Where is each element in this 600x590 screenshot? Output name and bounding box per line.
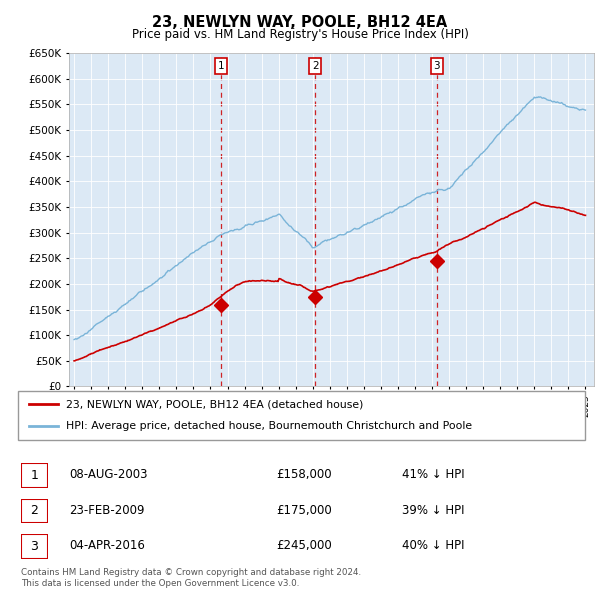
Text: £158,000: £158,000 <box>276 468 332 481</box>
Text: 1: 1 <box>217 61 224 71</box>
Text: 39% ↓ HPI: 39% ↓ HPI <box>402 504 464 517</box>
Text: £245,000: £245,000 <box>276 539 332 552</box>
Text: 3: 3 <box>31 540 38 553</box>
Text: 2: 2 <box>312 61 319 71</box>
FancyBboxPatch shape <box>18 391 585 440</box>
Text: Contains HM Land Registry data © Crown copyright and database right 2024.
This d: Contains HM Land Registry data © Crown c… <box>21 568 361 588</box>
Text: 40% ↓ HPI: 40% ↓ HPI <box>402 539 464 552</box>
Text: Price paid vs. HM Land Registry's House Price Index (HPI): Price paid vs. HM Land Registry's House … <box>131 28 469 41</box>
Text: HPI: Average price, detached house, Bournemouth Christchurch and Poole: HPI: Average price, detached house, Bour… <box>66 421 472 431</box>
Text: 23, NEWLYN WAY, POOLE, BH12 4EA (detached house): 23, NEWLYN WAY, POOLE, BH12 4EA (detache… <box>66 399 364 409</box>
FancyBboxPatch shape <box>21 499 48 523</box>
Text: 04-APR-2016: 04-APR-2016 <box>69 539 145 552</box>
Text: 3: 3 <box>434 61 440 71</box>
Text: 2: 2 <box>31 504 38 517</box>
Text: 08-AUG-2003: 08-AUG-2003 <box>69 468 148 481</box>
Text: 41% ↓ HPI: 41% ↓ HPI <box>402 468 464 481</box>
FancyBboxPatch shape <box>21 463 48 488</box>
FancyBboxPatch shape <box>21 534 48 559</box>
Text: 23-FEB-2009: 23-FEB-2009 <box>69 504 145 517</box>
Text: £175,000: £175,000 <box>276 504 332 517</box>
Text: 23, NEWLYN WAY, POOLE, BH12 4EA: 23, NEWLYN WAY, POOLE, BH12 4EA <box>152 15 448 30</box>
Text: 1: 1 <box>31 469 38 482</box>
